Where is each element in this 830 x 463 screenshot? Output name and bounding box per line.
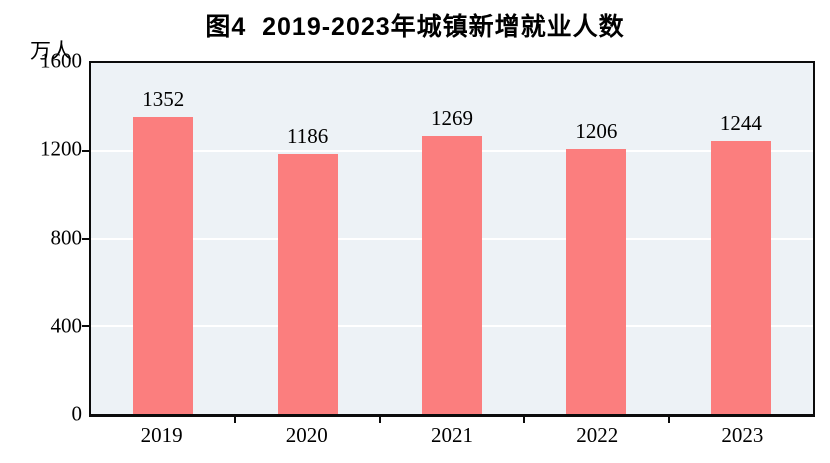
x-axis-tick <box>523 417 526 423</box>
y-tick-label-1600: 1600 <box>40 48 82 73</box>
bar-2021: 1269 <box>422 106 483 414</box>
x-axis-tick <box>667 417 670 423</box>
y-axis-unit-label: 万人 <box>30 39 72 63</box>
bar-2020: 1186 <box>277 124 338 414</box>
bar-group-2023: 1244 <box>669 63 813 414</box>
y-tick-label-800: 800 <box>50 225 83 249</box>
bar-group-2021: 1269 <box>380 63 524 414</box>
x-axis-tick <box>378 417 381 423</box>
bar-2023: 1244 <box>710 111 771 414</box>
bar-group-2020: 1186 <box>235 63 379 414</box>
x-axis-labels: 2019 2020 2021 2022 2023 <box>89 423 815 448</box>
bar-2019: 1352 <box>133 87 194 414</box>
x-tick-label-2019: 2019 <box>140 423 183 447</box>
x-tick-label-2021: 2021 <box>431 423 473 447</box>
y-axis-tick-400 <box>82 325 91 328</box>
x-tick-label-2023: 2023 <box>721 423 764 447</box>
bar-2022: 1206 <box>566 119 627 414</box>
chart-title: 图4 2019-2023年城镇新增就业人数 <box>205 13 625 41</box>
bars-container: 1352 1186 1269 1206 1244 <box>91 63 813 414</box>
bar-group-2022: 1206 <box>524 63 668 414</box>
y-axis-labels: 0 400 800 1200 1600 <box>0 49 83 426</box>
bar-value-label: 1186 <box>286 123 329 148</box>
x-tick-label-2022: 2022 <box>576 423 619 447</box>
y-axis-tick-1200 <box>82 149 91 152</box>
x-axis-tick <box>234 417 237 423</box>
y-tick-label-400: 400 <box>50 313 83 338</box>
y-tick-label-1200: 1200 <box>40 136 82 161</box>
y-tick-label-0: 0 <box>71 401 83 426</box>
bar-value-label: 1269 <box>431 105 474 130</box>
bar-value-label: 1352 <box>142 87 185 112</box>
bar-value-label: 1206 <box>575 119 618 144</box>
plot-area: 1352 1186 1269 1206 1244 <box>82 61 815 423</box>
x-tick-label-2020: 2020 <box>285 423 328 447</box>
bar-group-2019: 1352 <box>91 63 235 414</box>
y-axis-tick-800 <box>82 237 91 240</box>
bar-value-label: 1244 <box>719 111 762 136</box>
